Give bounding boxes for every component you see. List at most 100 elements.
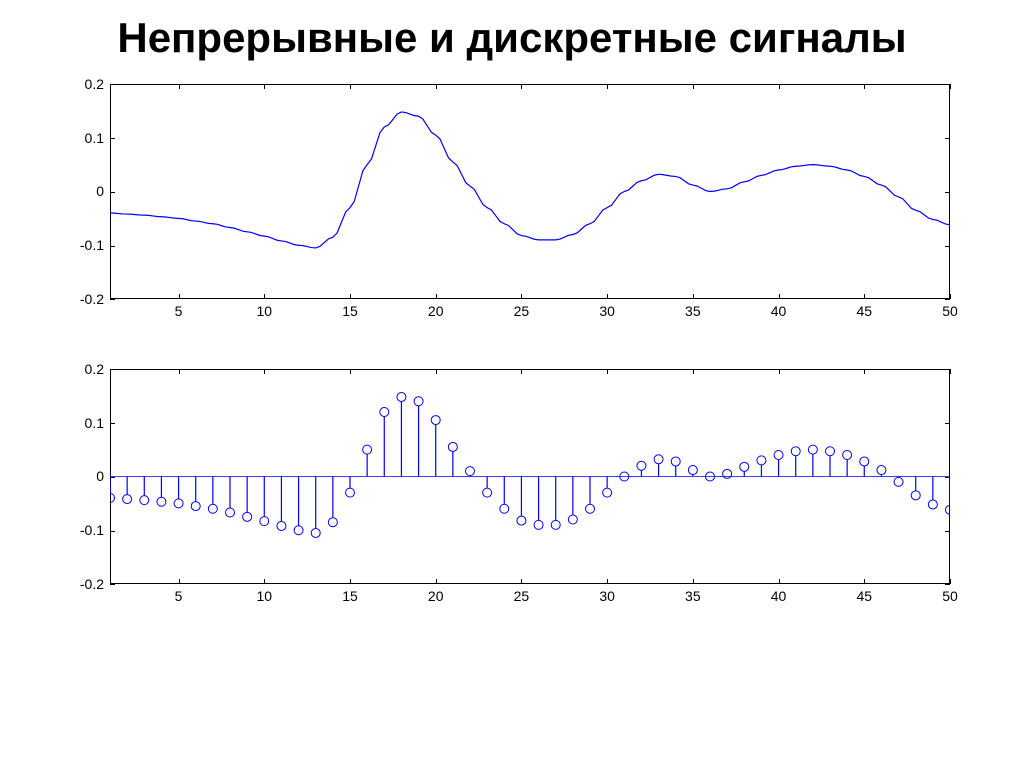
- stem-marker: [328, 518, 337, 527]
- xtick-label: 10: [249, 303, 279, 319]
- xtick-label: 25: [506, 588, 536, 604]
- ytick-label: 0: [60, 183, 104, 199]
- stem-marker: [363, 445, 372, 454]
- ytick-mark: [110, 192, 115, 193]
- ytick-mark: [110, 299, 115, 300]
- xtick-label: 25: [506, 303, 536, 319]
- xtick-mark: [779, 294, 780, 299]
- ytick-mark: [110, 477, 115, 478]
- stem-marker: [500, 505, 509, 514]
- stem-marker: [791, 447, 800, 456]
- xtick-mark: [436, 369, 437, 374]
- ytick-mark: [945, 477, 950, 478]
- xtick-mark: [864, 294, 865, 299]
- xtick-mark: [950, 294, 951, 299]
- ytick-mark: [110, 423, 115, 424]
- xtick-mark: [607, 369, 608, 374]
- xtick-mark: [864, 579, 865, 584]
- xtick-mark: [521, 294, 522, 299]
- stem-marker: [551, 521, 560, 530]
- stem-marker: [928, 500, 937, 509]
- xtick-label: 40: [764, 303, 794, 319]
- xtick-mark: [521, 369, 522, 374]
- ytick-label: 0.2: [60, 361, 104, 377]
- stem-marker: [431, 416, 440, 425]
- xtick-mark: [693, 369, 694, 374]
- xtick-mark: [607, 84, 608, 89]
- stem-marker: [911, 491, 920, 500]
- ytick-mark: [110, 369, 115, 370]
- xtick-mark: [607, 579, 608, 584]
- stem-marker: [774, 451, 783, 460]
- xtick-mark: [521, 84, 522, 89]
- signal-line: [110, 112, 950, 248]
- xtick-mark: [521, 579, 522, 584]
- stem-marker: [860, 457, 869, 466]
- xtick-label: 50: [935, 588, 965, 604]
- ytick-mark: [110, 84, 115, 85]
- xtick-mark: [179, 579, 180, 584]
- ytick-label: -0.2: [60, 576, 104, 592]
- xtick-label: 30: [592, 588, 622, 604]
- stem-marker: [517, 516, 526, 525]
- xtick-label: 5: [164, 303, 194, 319]
- ytick-mark: [945, 138, 950, 139]
- ytick-mark: [110, 531, 115, 532]
- xtick-mark: [693, 294, 694, 299]
- xtick-label: 50: [935, 303, 965, 319]
- ytick-label: -0.1: [60, 522, 104, 538]
- xtick-mark: [179, 84, 180, 89]
- xtick-label: 40: [764, 588, 794, 604]
- xtick-mark: [950, 579, 951, 584]
- stem-marker: [483, 488, 492, 497]
- stem-marker: [277, 522, 286, 531]
- xtick-mark: [179, 369, 180, 374]
- xtick-label: 45: [849, 588, 879, 604]
- stem-marker: [723, 470, 732, 479]
- xtick-mark: [864, 84, 865, 89]
- xtick-label: 15: [335, 588, 365, 604]
- ytick-mark: [945, 423, 950, 424]
- stem-marker: [110, 494, 115, 503]
- stem-marker: [740, 463, 749, 472]
- ytick-mark: [945, 192, 950, 193]
- stem-marker: [946, 506, 951, 515]
- stem-marker: [586, 505, 595, 514]
- xtick-label: 15: [335, 303, 365, 319]
- stem-marker: [157, 498, 166, 507]
- stem-marker: [414, 397, 423, 406]
- xtick-label: 45: [849, 303, 879, 319]
- xtick-mark: [950, 84, 951, 89]
- stem-marker: [603, 488, 612, 497]
- xtick-mark: [436, 84, 437, 89]
- ytick-label: 0: [60, 468, 104, 484]
- stem-marker: [877, 466, 886, 475]
- xtick-mark: [350, 579, 351, 584]
- ytick-label: 0.2: [60, 76, 104, 92]
- ytick-mark: [945, 246, 950, 247]
- stem-marker: [757, 456, 766, 465]
- charts-area: -0.2-0.100.10.25101520253035404550-0.2-0…: [0, 74, 1024, 644]
- stem-marker: [637, 462, 646, 471]
- xtick-label: 35: [678, 303, 708, 319]
- xtick-mark: [264, 369, 265, 374]
- xtick-label: 10: [249, 588, 279, 604]
- ytick-label: -0.1: [60, 237, 104, 253]
- xtick-mark: [779, 84, 780, 89]
- discrete-signal-svg: [110, 369, 950, 584]
- xtick-label: 20: [421, 303, 451, 319]
- xtick-label: 30: [592, 303, 622, 319]
- xtick-mark: [864, 369, 865, 374]
- stem-marker: [311, 529, 320, 538]
- stem-marker: [397, 393, 406, 402]
- xtick-mark: [264, 84, 265, 89]
- xtick-mark: [693, 579, 694, 584]
- stem-marker: [346, 488, 355, 497]
- stem-marker: [826, 447, 835, 456]
- stem-marker: [808, 445, 817, 454]
- xtick-mark: [779, 369, 780, 374]
- page-title: Непрерывные и дискретные сигналы: [0, 14, 1024, 62]
- ytick-mark: [945, 299, 950, 300]
- stem-marker: [654, 455, 663, 464]
- stem-marker: [688, 466, 697, 475]
